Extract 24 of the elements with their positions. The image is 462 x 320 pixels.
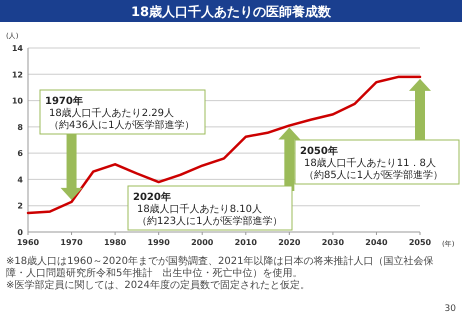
- x-tick-label: 2010: [234, 238, 258, 247]
- y-tick-label: 4: [17, 175, 24, 184]
- annotation: 2050年 18歳人口千人あたり11．8人（約85人に1人が医学部進学）: [300, 145, 444, 181]
- y-tick-label: 8: [17, 122, 24, 132]
- y-tick-label: 10: [12, 96, 24, 106]
- text: ※医学部定員に関しては、2024年度の定員数で固定されたと仮定。: [6, 280, 311, 292]
- x-tick-label: 1960: [16, 238, 40, 247]
- y-tick-label: 6: [17, 149, 24, 158]
- y-tick-label: 12: [12, 70, 23, 80]
- chart-title: 18歳人口千人あたりの医師養成数: [130, 4, 332, 20]
- annotation: 2020年 18歳人口千人あたり8.10人（約123人に1人が医学部進学）: [133, 191, 282, 227]
- x-tick-label: 2000: [191, 238, 214, 247]
- x-tick-label: 2030: [322, 238, 344, 247]
- x-tick-label: 2050: [408, 238, 432, 247]
- x-tick-label: 1980: [104, 238, 127, 247]
- x-tick-label: 1990: [148, 238, 170, 247]
- x-tick-label: 2040: [365, 238, 388, 247]
- y-tick-label: 14: [12, 44, 24, 53]
- x-tick-label: 1970: [60, 238, 84, 247]
- text: 30: [444, 304, 456, 314]
- x-tick-label: 2020: [278, 238, 301, 247]
- y-tick-label: 0: [17, 228, 24, 237]
- text: ※18歳人口は1960～2020年までが国勢調査、2021年以降は日本の将来推計人口（国立社会保障・人口問題研究所令和5年推計 出生中位・死亡中位）を使用。: [6, 256, 434, 280]
- y-tick-label: 2: [17, 202, 23, 211]
